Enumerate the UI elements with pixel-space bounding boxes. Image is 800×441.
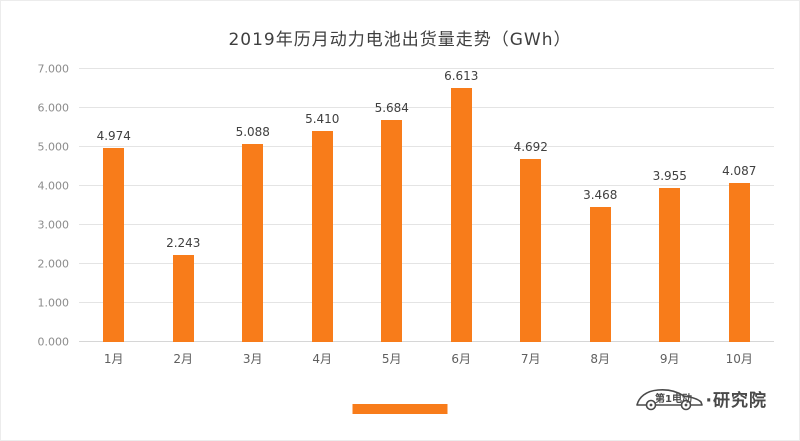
bar bbox=[381, 120, 403, 342]
footer-accent-bar bbox=[352, 404, 448, 414]
gridline bbox=[79, 185, 774, 186]
car-icon: 第1电动 bbox=[635, 389, 703, 411]
y-tick-label: 1.000 bbox=[37, 296, 70, 310]
bar-value-label: 4.692 bbox=[513, 140, 548, 155]
x-tick-label: 4月 bbox=[312, 352, 333, 366]
gridline bbox=[79, 146, 774, 147]
y-tick-label: 4.000 bbox=[37, 179, 70, 193]
bar-value-label: 2.243 bbox=[166, 235, 201, 250]
bar bbox=[450, 88, 472, 342]
brand-logo: 第1电动 ·研究院 bbox=[634, 383, 767, 413]
gridline bbox=[79, 224, 774, 225]
x-tick-label: 10月 bbox=[725, 352, 753, 366]
y-tick-label: 3.000 bbox=[37, 218, 70, 232]
bar-value-label: 4.087 bbox=[722, 163, 757, 178]
bar bbox=[520, 159, 542, 342]
x-axis: 1月 2月 3月 4月 5月 6月 7月 8月 9月 10月 bbox=[79, 350, 774, 367]
bar-group: 3.468 bbox=[566, 69, 636, 342]
x-tick-label: 8月 bbox=[590, 352, 611, 366]
bar-value-label: 4.974 bbox=[96, 129, 131, 144]
bar-group: 5.088 bbox=[218, 69, 288, 342]
bar-group: 4.087 bbox=[705, 69, 775, 342]
bar-group: 3.955 bbox=[635, 69, 705, 342]
bar bbox=[589, 206, 611, 342]
x-tick-label: 1月 bbox=[103, 352, 124, 366]
gridline bbox=[79, 68, 774, 69]
bar-group: 5.410 bbox=[288, 69, 358, 342]
bar-group: 5.684 bbox=[357, 69, 427, 342]
bar-value-label: 5.410 bbox=[305, 112, 340, 127]
gridline bbox=[79, 341, 774, 342]
bar-chart: 0.000 1.000 2.000 3.000 4.000 5.000 6.000 7.000… bbox=[31, 63, 774, 349]
x-tick-label: 3月 bbox=[242, 352, 263, 366]
bar-value-label: 6.613 bbox=[444, 69, 479, 83]
bar bbox=[728, 182, 750, 342]
y-tick-label: 2.000 bbox=[37, 257, 70, 271]
bar-value-label: 5.088 bbox=[235, 124, 270, 139]
y-axis: 0.000 1.000 2.000 3.000 4.000 5.000 6.000 7.000 bbox=[31, 63, 79, 349]
plot-area: 4.974 2.243 5.088 5.410 5.684 6.613 4.692 3.468… bbox=[79, 68, 774, 342]
chart-title: 2019年历月动力电池出货量走势（GWh） bbox=[228, 30, 572, 50]
bar bbox=[311, 131, 333, 342]
bar-group: 2.243 bbox=[149, 69, 219, 342]
x-tick-label: 5月 bbox=[381, 352, 402, 366]
x-tick-label: 9月 bbox=[659, 352, 680, 366]
bar bbox=[242, 143, 264, 342]
y-tick-label: 6.000 bbox=[37, 101, 70, 115]
bar-value-label: 3.468 bbox=[583, 187, 618, 202]
bar-value-label: 5.684 bbox=[374, 101, 409, 116]
bar-group: 6.613 bbox=[427, 69, 497, 342]
logo-car-text: 第1电动 bbox=[655, 392, 692, 405]
bars-container: 4.974 2.243 5.088 5.410 5.684 6.613 4.692 3.468… bbox=[79, 69, 774, 342]
bar-value-label: 3.955 bbox=[652, 168, 687, 183]
x-tick-label: 7月 bbox=[520, 352, 541, 366]
bar bbox=[659, 187, 681, 342]
bar bbox=[172, 254, 194, 342]
bar-group: 4.692 bbox=[496, 69, 566, 342]
x-tick-label: 6月 bbox=[451, 352, 472, 366]
gridline bbox=[79, 302, 774, 303]
gridline bbox=[79, 107, 774, 108]
gridline bbox=[79, 263, 774, 264]
x-tick-label: 2月 bbox=[173, 352, 194, 366]
bar-group: 4.974 bbox=[79, 69, 149, 342]
y-tick-label: 7.000 bbox=[37, 62, 70, 76]
logo-suffix-text: ·研究院 bbox=[705, 390, 767, 411]
bar bbox=[103, 148, 125, 342]
y-tick-label: 5.000 bbox=[37, 140, 70, 154]
y-tick-label: 0.000 bbox=[37, 335, 70, 349]
